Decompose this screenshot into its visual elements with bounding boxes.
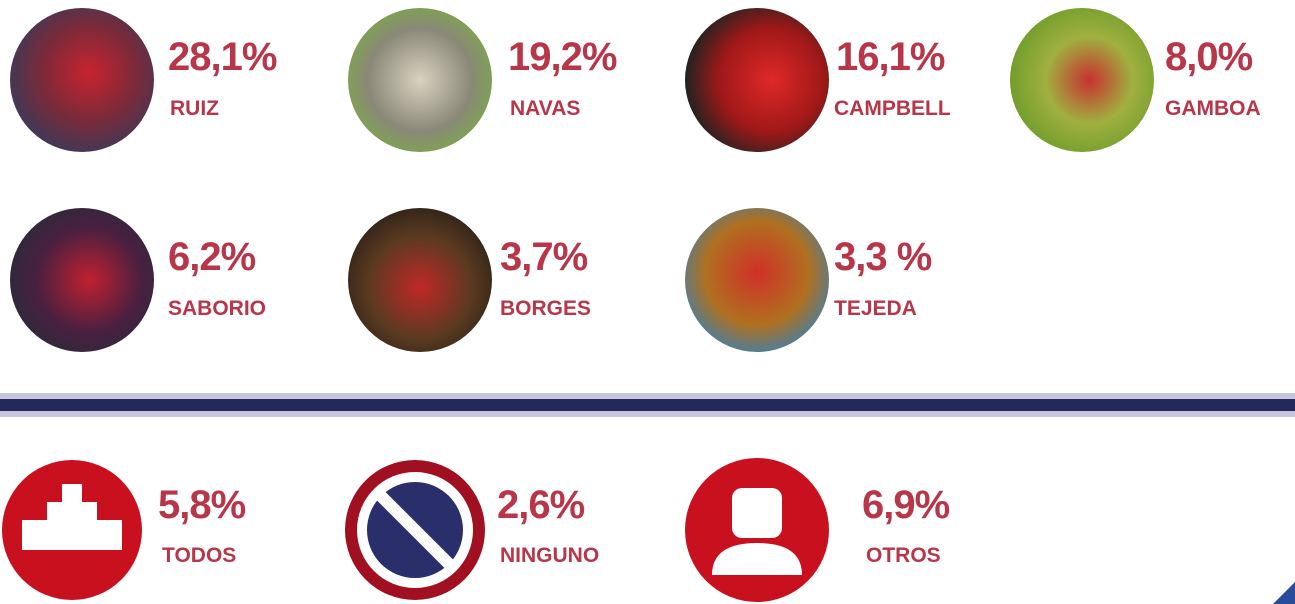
- percent: 8,0%: [1165, 35, 1253, 79]
- percent: 5,8%: [158, 483, 246, 527]
- icon-todos: [2, 460, 142, 600]
- player-name: NAVAS: [510, 97, 580, 120]
- poll-infographic: 28,1% RUIZ 19,2% NAVAS 16,1% CAMPBELL 8,…: [0, 0, 1295, 604]
- percent: 28,1%: [168, 35, 277, 79]
- corner-mark: [1273, 582, 1295, 604]
- player-name: BORGES: [500, 297, 591, 320]
- divider: [0, 393, 1295, 417]
- percent: 2,6%: [497, 483, 585, 527]
- percent: 3,3 %: [834, 235, 932, 279]
- percent: 6,9%: [862, 483, 950, 527]
- option-name: TODOS: [162, 544, 236, 567]
- player-name: SABORIO: [168, 297, 266, 320]
- icon-otros: [685, 458, 829, 602]
- icon-ninguno: [345, 460, 485, 600]
- percent: 16,1%: [836, 35, 945, 79]
- player-name: CAMPBELL: [834, 97, 951, 120]
- player-name: RUIZ: [170, 97, 219, 120]
- player-name: GAMBOA: [1165, 97, 1261, 120]
- player-name: TEJEDA: [834, 297, 917, 320]
- option-name: OTROS: [866, 544, 941, 567]
- percent: 19,2%: [508, 35, 617, 79]
- percent: 6,2%: [168, 235, 256, 279]
- option-name: NINGUNO: [500, 544, 599, 567]
- percent: 3,7%: [500, 235, 588, 279]
